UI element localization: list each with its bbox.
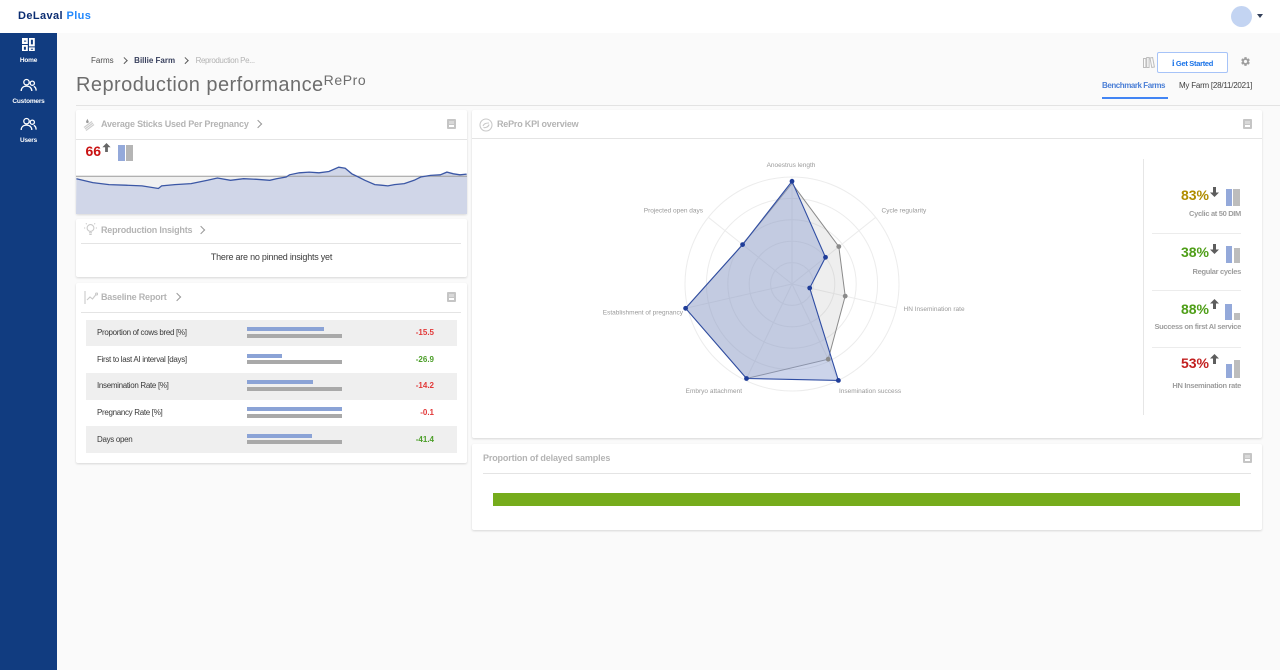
svg-text:Establishment of pregnancy: Establishment of pregnancy — [603, 310, 684, 317]
svg-text:Anoestrus length: Anoestrus length — [767, 162, 816, 169]
svg-text:Embryo attachment: Embryo attachment — [686, 388, 743, 395]
svg-text:HN Insemination rate: HN Insemination rate — [904, 306, 965, 313]
svg-text:Insemination success: Insemination success — [839, 388, 902, 395]
svg-text:Projected open days: Projected open days — [644, 208, 704, 215]
svg-text:Cycle regularity: Cycle regularity — [882, 208, 928, 215]
